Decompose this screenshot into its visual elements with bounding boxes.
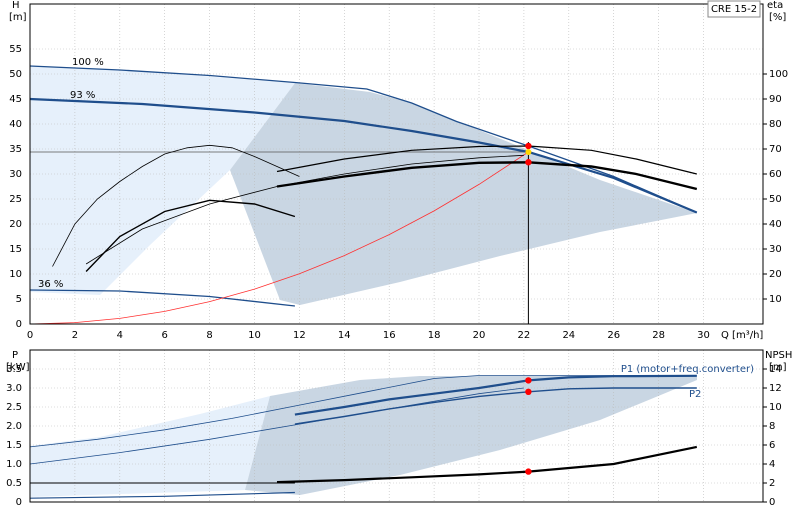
curve-label: 100 % [72,57,104,68]
x-tick-label: 12 [293,330,306,341]
curve [276,161,698,191]
y-tick-label: 10 [9,269,22,280]
plot-layer: 0 2 4 6 8 10 12 14 16 18 20 22 24 26 28 300510152025303… [6,4,788,508]
y-tick-label: 30 [9,169,22,180]
y-tick-label: 5 [16,294,22,305]
curve [85,154,524,265]
y2-label: NPSH [765,350,792,361]
y2-tick-label: 30 [769,244,782,255]
x-tick-label: 28 [652,330,665,341]
light-area [30,396,270,497]
y-tick-label: 2.0 [6,421,22,432]
curve [29,375,697,448]
y2-tick-label: 12 [769,383,782,394]
x-tick-label: 14 [338,330,351,341]
curve [29,97,698,214]
x-tick-label: 10 [248,330,261,341]
x-tick-label: 22 [518,330,531,341]
y2-unit: [%] [769,12,786,23]
curve [29,65,698,214]
curve-label: 36 % [38,279,63,290]
y-label: H [12,0,20,11]
y-unit: [m] [9,12,27,23]
y2-label: eta [767,0,783,11]
y-tick-label: 55 [9,44,22,55]
y2-tick-label: 70 [769,144,782,155]
y-tick-label: 1.5 [6,440,22,451]
y-tick-label: 45 [9,94,22,105]
x-tick-label: 30 [697,330,710,341]
y-tick-label: 0 [16,319,22,330]
y2-tick-label: 0 [769,497,775,508]
y-tick-label: 1.0 [6,459,22,470]
y2-tick-label: 90 [769,94,782,105]
curve [29,151,529,325]
y-tick-label: 2.5 [6,402,22,413]
x-tick-label: 18 [428,330,441,341]
operating-point [525,377,532,384]
x-tick-label: 16 [383,330,396,341]
operating-point [525,159,532,166]
pump-name: CRE 15-2 [711,4,757,15]
y-tick-label: 20 [9,219,22,230]
light-area [30,66,295,295]
y2-tick-label: 10 [769,294,782,305]
duty-point [525,149,532,155]
y2-tick-label: 8 [769,421,775,432]
plot-frame [29,3,764,325]
y-tick-label: 40 [9,119,22,130]
curve-label: P1 (motor+freq.converter) [621,364,754,375]
y2-tick-label: 14 [769,364,782,375]
curve [29,491,295,499]
curve [29,289,295,307]
x-tick-label: 8 [206,330,212,341]
y-label: P [12,350,18,361]
curve [294,374,697,416]
y-tick-label: 0 [16,497,22,508]
y2-unit: [m] [769,362,787,373]
y-tick-label: 35 [9,144,22,155]
curve [52,144,300,267]
curve-label: 93 % [70,90,95,101]
y-tick-label: 3.0 [6,383,22,394]
y2-tick-label: 20 [769,269,782,280]
y-tick-label: 15 [9,244,22,255]
y2-tick-label: 40 [769,219,782,230]
y-unit: [kW] [6,362,30,373]
curve [276,145,697,175]
y-tick-label: 0.5 [6,478,22,489]
y2-tick-label: 2 [769,478,775,489]
y2-tick-label: 10 [769,402,782,413]
x-tick-label: 20 [473,330,486,341]
x-tick-label: 6 [162,330,168,341]
x-tick-label: 4 [117,330,123,341]
y2-tick-label: 50 [769,194,782,205]
y2-tick-label: 60 [769,169,782,180]
x-label: Q [m³/h] [721,330,763,341]
operating-point [525,142,532,150]
y-tick-label: 25 [9,194,22,205]
y2-tick-label: 6 [769,440,775,451]
plot-frame [29,349,764,503]
curve [85,199,296,272]
y2-tick-label: 100 [769,69,788,80]
x-tick-label: 2 [72,330,78,341]
operating-point [525,388,532,395]
operating-point [525,468,532,475]
x-tick-label: 24 [562,330,575,341]
x-tick-label: 26 [607,330,620,341]
y2-tick-label: 4 [769,459,775,470]
legend-box [707,0,761,18]
curve [276,445,698,484]
x-tick-label: 0 [27,330,33,341]
curve [29,387,524,465]
y-tick-label: 3.5 [6,364,22,375]
curve-label: P2 [689,389,701,400]
y-tick-label: 50 [9,69,22,80]
y2-tick-label: 80 [769,119,782,130]
